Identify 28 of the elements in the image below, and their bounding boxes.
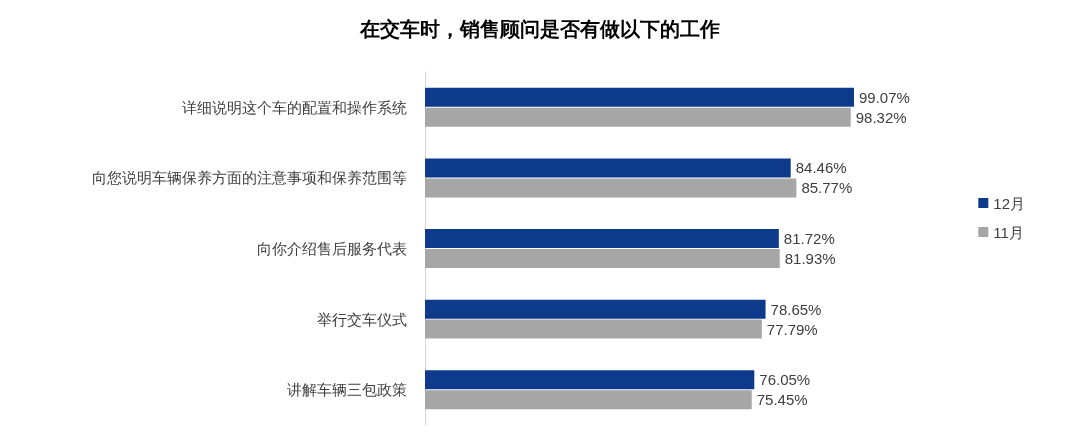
bar bbox=[425, 248, 780, 268]
bar bbox=[425, 229, 779, 249]
data-label: 75.45% bbox=[756, 391, 808, 409]
bar bbox=[425, 158, 791, 178]
bar bbox=[425, 107, 851, 127]
chart-title: 在交车时，销售顾问是否有做以下的工作 bbox=[359, 18, 720, 40]
bar bbox=[425, 370, 755, 390]
bar bbox=[425, 178, 797, 198]
data-label: 76.05% bbox=[759, 371, 811, 389]
legend-label: 11月 bbox=[993, 223, 1024, 241]
bar bbox=[425, 319, 762, 339]
data-label: 85.77% bbox=[801, 179, 853, 197]
y-tick-label: 举行交车仪式 bbox=[317, 310, 407, 328]
data-label: 98.32% bbox=[855, 108, 907, 126]
bar bbox=[425, 87, 854, 107]
data-label: 81.72% bbox=[783, 230, 835, 248]
legend-label: 12月 bbox=[993, 194, 1025, 212]
y-tick-label: 向你介绍售后服务代表 bbox=[257, 240, 407, 257]
y-tick-label: 讲解车辆三包政策 bbox=[287, 381, 407, 399]
data-label: 78.65% bbox=[770, 300, 822, 318]
data-label: 99.07% bbox=[858, 88, 910, 106]
y-tick-label: 详细说明这个车的配置和操作系统 bbox=[182, 98, 407, 116]
y-tick-label: 向您说明车辆保养方面的注意事项和保养范围等 bbox=[92, 169, 407, 187]
bar bbox=[425, 390, 752, 410]
data-label: 84.46% bbox=[795, 159, 847, 177]
data-label: 81.93% bbox=[784, 249, 836, 267]
bar bbox=[425, 299, 766, 319]
data-label: 77.79% bbox=[766, 320, 818, 338]
